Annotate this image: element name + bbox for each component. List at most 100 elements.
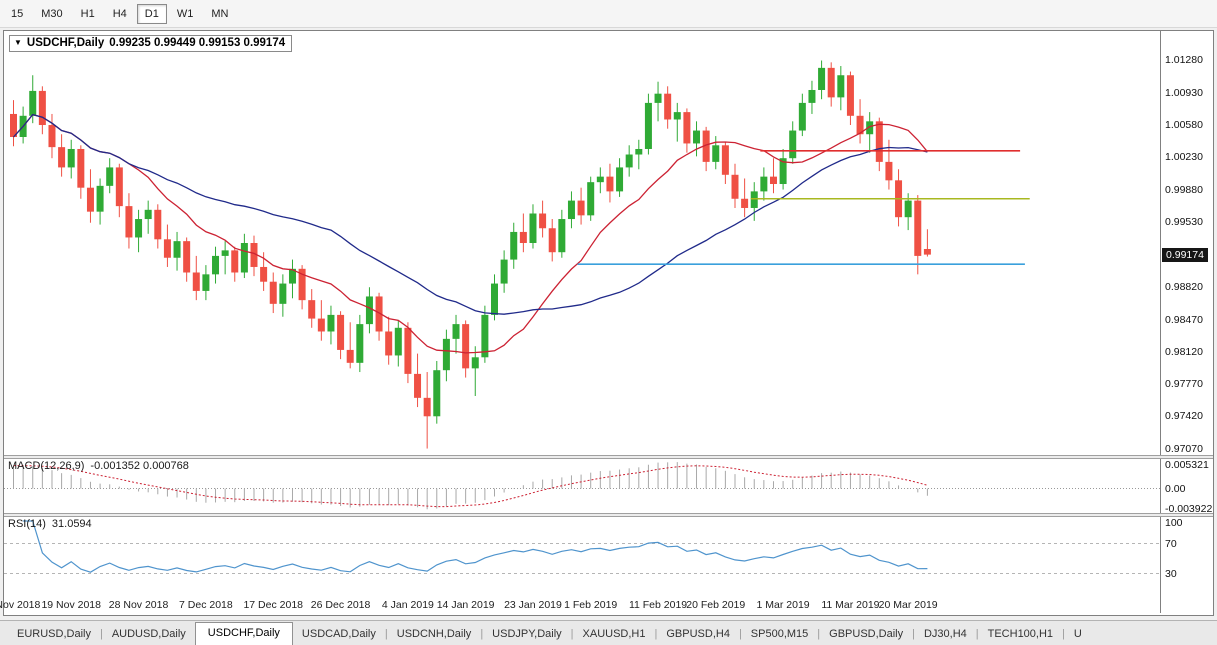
candle-body — [86, 187, 94, 212]
tab-separator: | — [738, 628, 742, 640]
candle-body — [500, 259, 508, 284]
candle-body — [702, 130, 710, 162]
candle-body — [173, 241, 181, 258]
rsi-scale-label: 30 — [1165, 567, 1177, 580]
macd-label: MACD(12,26,9) -0.001352 0.000768 — [8, 460, 189, 472]
candle-body — [231, 250, 239, 273]
price-pane[interactable]: ▼ USDCHF,Daily 0.99235 0.99449 0.99153 0… — [4, 31, 1160, 455]
date-axis-label: 11 Feb 2019 — [628, 599, 688, 611]
date-axis-label: 19 Nov 2018 — [41, 599, 101, 611]
candle-body — [856, 115, 864, 135]
candle-body — [827, 67, 835, 98]
macd-histogram — [13, 462, 928, 510]
candle-body — [644, 102, 652, 149]
date-axis-label: 4 Jan 2019 — [381, 599, 434, 611]
candle-body — [135, 219, 143, 238]
chart-tab-audusd-daily[interactable]: AUDUSD,Daily — [111, 628, 186, 640]
candle-body — [96, 185, 104, 212]
candle-body — [144, 209, 152, 220]
chart-symbol-label: USDCHF,Daily — [26, 37, 105, 49]
chart-tab-usdjpy-daily[interactable]: USDJPY,Daily — [492, 628, 562, 640]
timeframe-button-d1[interactable]: D1 — [136, 3, 167, 24]
candle-body — [664, 93, 672, 120]
candle-body — [250, 243, 258, 267]
macd-scale-label: 0.00 — [1165, 482, 1186, 495]
price-scale-label: 0.99530 — [1165, 215, 1203, 228]
price-scale-label: 0.97070 — [1165, 442, 1203, 455]
candle-body — [260, 266, 268, 282]
timeframe-button-h1[interactable]: H1 — [80, 7, 95, 20]
chart-tab-tech100-h1[interactable]: TECH100,H1 — [987, 628, 1054, 640]
timeframe-button-w1[interactable]: W1 — [176, 7, 194, 20]
date-axis-label: 23 Jan 2019 — [504, 599, 562, 611]
chart-tab-bar: EURUSD,Daily | AUDUSD,Daily USDCHF,Daily USD… — [0, 620, 1217, 645]
timeframe-button-m30[interactable]: M30 — [41, 7, 63, 20]
chart-tab-eurusd-daily[interactable]: EURUSD,Daily — [17, 628, 91, 640]
pane-splitter[interactable] — [4, 455, 1213, 459]
candle-body — [462, 324, 470, 369]
macd-scale-label: 0.005321 — [1165, 459, 1209, 471]
candle-body — [616, 167, 624, 192]
candle-body — [587, 182, 595, 216]
candle-body — [481, 314, 489, 358]
price-scale-label: 0.98470 — [1165, 313, 1203, 326]
chart-tab-gbpusd-daily[interactable]: GBPUSD,Daily — [829, 628, 904, 640]
tab-separator: | — [975, 628, 979, 640]
rsi-line — [23, 520, 928, 573]
candle-body — [240, 243, 248, 273]
chart-dropdown-icon[interactable]: ▼ — [14, 38, 22, 47]
timeframe-button-15[interactable]: 15 — [11, 7, 24, 20]
chart-tab-usdchf-daily[interactable]: USDCHF,Daily — [194, 622, 293, 645]
price-scale-label: 0.99880 — [1165, 183, 1203, 196]
chart-tab-dj30-h4[interactable]: DJ30,H4 — [923, 628, 967, 640]
price-scale-column[interactable]: 0.99174 1.01280 1.00930 1.00580 1.00230 0.99… — [1160, 31, 1213, 613]
candle-body — [885, 161, 893, 181]
candle-body — [221, 250, 229, 256]
candle-body — [683, 112, 691, 144]
candle-body — [904, 200, 912, 218]
candle-body — [712, 145, 720, 162]
chart-tab-gbpusd-h4[interactable]: GBPUSD,H4 — [666, 628, 730, 640]
candle-body — [48, 125, 56, 148]
timeframe-button-h4[interactable]: H4 — [112, 7, 127, 20]
candle-body — [529, 213, 537, 243]
candle-body — [635, 148, 643, 155]
timeframe-button-mn[interactable]: MN — [211, 7, 229, 20]
candle-body — [721, 145, 729, 175]
chart-tab-u[interactable]: U — [1073, 628, 1082, 640]
date-axis-label: 1 Mar 2019 — [756, 599, 810, 611]
rsi-pane[interactable]: RSI(14) 31.0594 — [4, 517, 1160, 597]
candle-body — [58, 147, 66, 168]
candle-body — [288, 268, 296, 284]
chart-tab-sp500-m15[interactable]: SP500,M15 — [750, 628, 809, 640]
date-axis-label: 7 Dec 2018 — [179, 599, 233, 611]
candle-body — [866, 121, 874, 135]
chart-title-box[interactable]: ▼ USDCHF,Daily 0.99235 0.99449 0.99153 0… — [9, 35, 293, 52]
chart-tab-xauusd-h1[interactable]: XAUUSD,H1 — [582, 628, 646, 640]
candle-body — [115, 167, 123, 207]
timeframe-toolbar: 15 M30 H1 H4 D1 W1 MN — [0, 0, 1217, 28]
tab-separator: | — [384, 628, 388, 640]
date-axis-label: 11 Mar 2019 — [821, 599, 880, 611]
pane-splitter[interactable] — [4, 513, 1213, 517]
date-axis-label: 17 Dec 2018 — [243, 599, 304, 611]
rsi-value: 31.0594 — [51, 518, 92, 530]
candle-body — [914, 200, 922, 256]
candle-body — [269, 281, 277, 304]
candle-body — [317, 318, 325, 332]
chart-ohlc-values: 0.99235 0.99449 0.99153 0.99174 — [109, 37, 286, 49]
candle-body — [337, 314, 345, 350]
candle-body — [29, 90, 37, 116]
candle-body — [760, 176, 768, 192]
candle-body — [356, 324, 364, 363]
chart-tab-usdcad-daily[interactable]: USDCAD,Daily — [301, 628, 376, 640]
price-scale-label: 1.00230 — [1165, 151, 1203, 164]
chart-tab-usdcnh-daily[interactable]: USDCNH,Daily — [396, 628, 472, 640]
candle-body — [519, 231, 527, 243]
candle-body — [625, 154, 633, 168]
candle-body — [423, 397, 431, 417]
candle-body — [491, 283, 498, 315]
macd-pane[interactable]: MACD(12,26,9) -0.001352 0.000768 — [4, 459, 1160, 513]
candle-body — [846, 75, 854, 116]
